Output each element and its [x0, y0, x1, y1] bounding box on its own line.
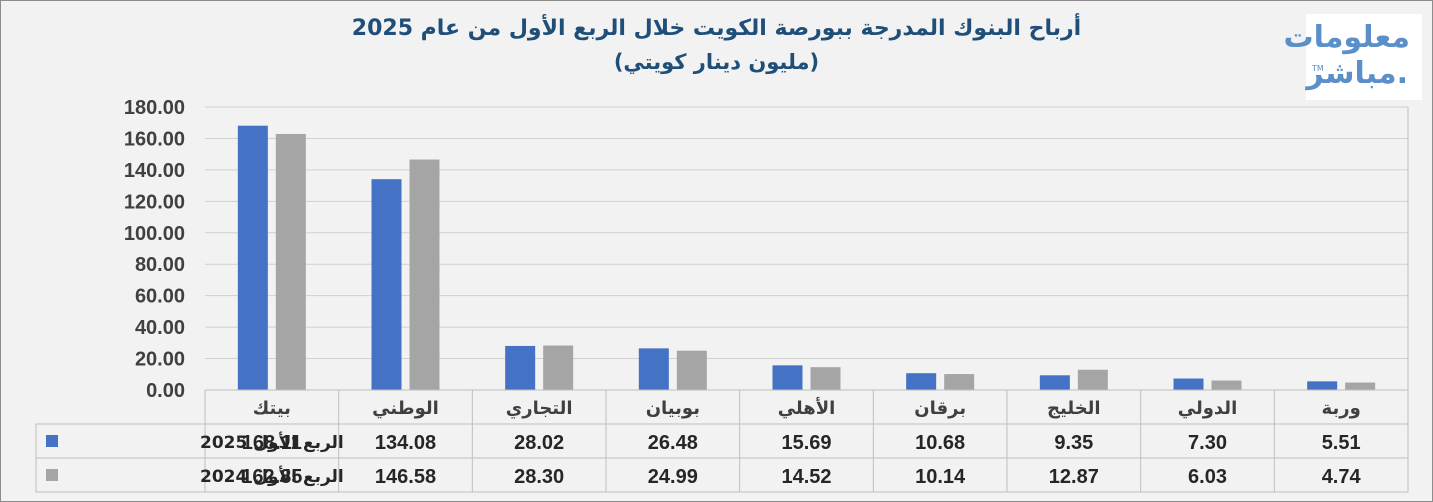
bar-2025 [1173, 378, 1204, 390]
category-label: التجاري [506, 398, 573, 419]
y-tick-label: 40.00 [135, 317, 185, 339]
data-label: 146.58 [375, 466, 436, 488]
data-label: 28.02 [514, 432, 564, 454]
series-label: الربع الأول 2024 [200, 466, 344, 487]
bar-2024 [1211, 380, 1242, 390]
bar-2025 [772, 365, 803, 390]
logo-line-1: معلومات [1283, 20, 1410, 55]
logo-trademark: TM [1312, 64, 1324, 73]
data-label: 28.30 [514, 466, 564, 488]
legend-swatch-2025 [46, 435, 58, 447]
category-label: بوبيان [646, 398, 700, 419]
category-label: بيتك [253, 398, 291, 419]
data-label: 7.30 [1188, 432, 1227, 454]
bar-2025 [1039, 375, 1070, 390]
bar-2025 [1307, 381, 1338, 390]
category-label: الوطني [372, 398, 439, 419]
bar-2024 [1345, 382, 1376, 390]
data-label: 4.74 [1322, 466, 1362, 488]
data-label: 14.52 [781, 466, 831, 488]
category-label: وربة [1322, 398, 1361, 419]
y-tick-label: 60.00 [135, 286, 185, 308]
data-label: 9.35 [1054, 432, 1093, 454]
y-tick-label: 0.00 [146, 380, 185, 402]
bar-2024 [409, 159, 440, 390]
data-label: 10.68 [915, 432, 965, 454]
bar-2024 [676, 350, 707, 390]
category-label: الدولي [1178, 398, 1237, 419]
data-label: 5.51 [1322, 432, 1361, 454]
y-tick-label: 80.00 [135, 254, 185, 276]
y-tick-label: 140.00 [124, 160, 185, 182]
y-tick-label: 120.00 [124, 191, 185, 213]
bar-2025 [371, 179, 402, 390]
mubasher-logo: معلومات مباشر. TM [1283, 14, 1422, 100]
chart-title: أرباح البنوك المدرجة ببورصة الكويت خلال … [351, 16, 1082, 41]
data-label: 162.85 [241, 466, 302, 488]
bar-2025 [638, 348, 669, 390]
bar-2024 [810, 367, 841, 390]
y-tick-label: 180.00 [124, 97, 185, 119]
legend-swatch-2024 [46, 469, 58, 481]
category-label: الخليج [1047, 398, 1101, 419]
series-label: الربع الأول 2025 [200, 432, 344, 453]
data-label: 168.11 [242, 432, 302, 454]
bar-2025 [237, 125, 268, 390]
data-label: 6.03 [1188, 466, 1227, 488]
data-label: 134.08 [375, 432, 436, 454]
data-label: 24.99 [648, 466, 698, 488]
data-label: 26.48 [648, 432, 698, 454]
data-label: 15.69 [781, 432, 831, 454]
data-label: 12.87 [1049, 466, 1099, 488]
data-label: 10.14 [915, 466, 966, 488]
y-tick-label: 20.00 [135, 349, 185, 371]
chart-subtitle: (مليون دينار كويتي) [613, 50, 820, 74]
bar-2024 [543, 345, 574, 390]
y-tick-label: 100.00 [124, 223, 185, 245]
bar-2024 [1077, 369, 1108, 390]
bar-2024 [944, 374, 975, 390]
y-tick-label: 160.00 [124, 128, 185, 150]
category-label: الأهلي [778, 397, 836, 419]
bar-2025 [505, 345, 536, 390]
bar-2025 [906, 373, 937, 390]
category-label: برقان [914, 398, 966, 419]
logo-line-2: مباشر. [1306, 56, 1408, 91]
bar-2024 [275, 133, 306, 390]
